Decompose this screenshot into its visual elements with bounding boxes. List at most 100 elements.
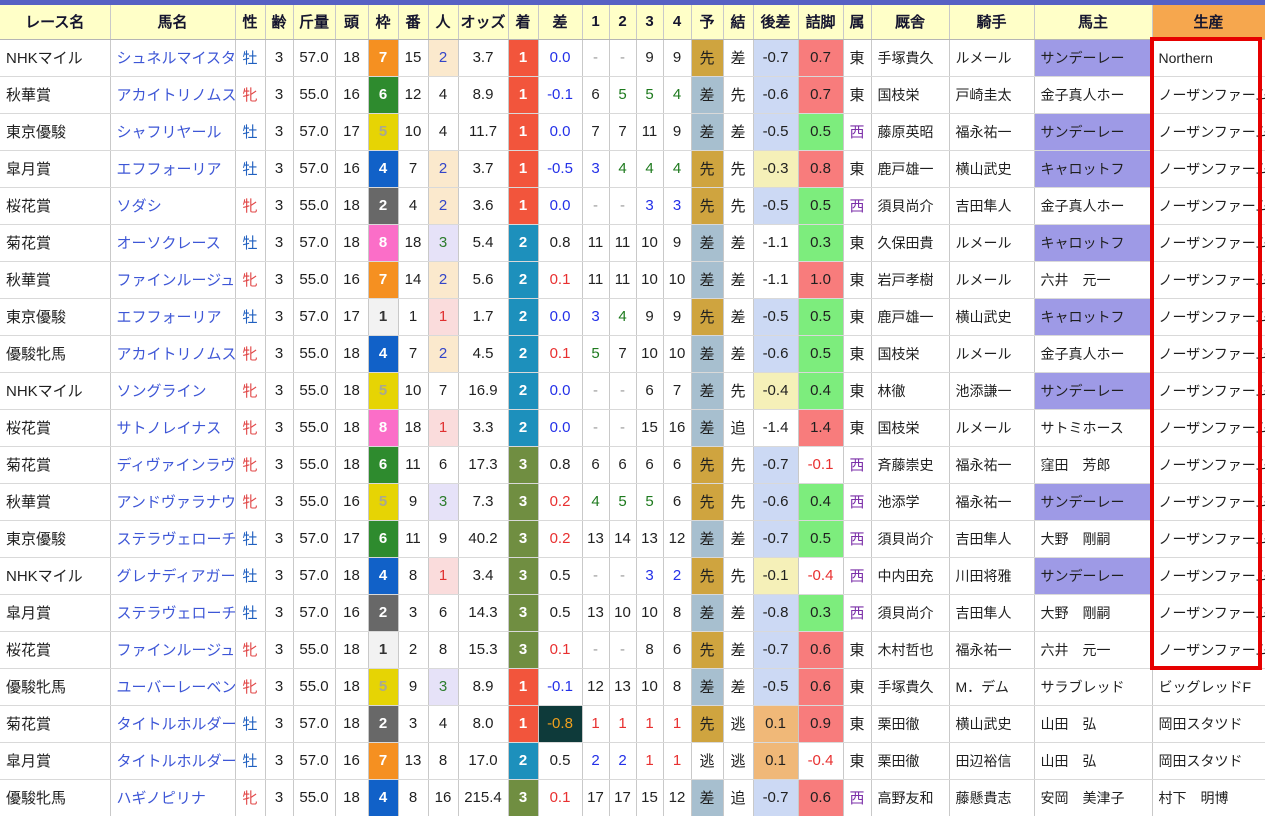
horse-link-cell[interactable]: サトノレイナス [110,409,236,447]
horse-link[interactable]: タイトルホルダー [116,716,235,733]
corner3-cell: 4 [636,150,664,188]
result-style-cell: 差 [723,594,754,632]
corner2-cell: 5 [609,76,637,114]
horse-link-cell[interactable]: グレナディアガーズ [110,557,236,595]
frame-badge: 5 [368,668,399,706]
result-style-cell: 追 [723,779,754,816]
horse-link[interactable]: ソングライン [116,383,207,400]
frame-badge: 4 [368,779,399,816]
horse-link-cell[interactable]: ソダシ [110,187,236,225]
horse-link[interactable]: ディヴァインラヴ [116,457,235,474]
sex-cell: 牡 [235,150,266,188]
horse-link-cell[interactable]: タイトルホルダー [110,742,236,780]
horse-link[interactable]: ユーバーレーベン [116,679,235,696]
weight-cell: 55.0 [293,483,336,521]
horse-link[interactable]: シャフリヤール [116,124,222,141]
breeder-cell: ノーザンファーム [1152,187,1265,225]
horse-link-cell[interactable]: ハギノピリナ [110,779,236,816]
corner1-cell: 3 [582,298,610,336]
horse-link[interactable]: アカイトリノムスメ [116,346,235,363]
horse-link-cell[interactable]: エフフォーリア [110,150,236,188]
horse-link[interactable]: ハギノピリナ [116,790,206,807]
horse-link-cell[interactable]: ファインルージュ [110,631,236,669]
horse-link-cell[interactable]: シャフリヤール [110,113,236,151]
horse-number-cell: 9 [398,668,429,706]
horse-link-cell[interactable]: ステラヴェローチェ [110,520,236,558]
horse-link[interactable]: オーソクレース [116,235,221,252]
frame-badge: 6 [368,446,399,484]
horse-link[interactable]: エフフォーリア [116,161,222,178]
horse-link[interactable]: アカイトリノムスメ [116,87,235,104]
age-cell: 3 [265,150,294,188]
horse-number-cell: 11 [398,520,429,558]
horse-link[interactable]: シュネルマイスター [116,50,235,67]
corner4-cell: 2 [663,557,692,595]
region-cell: 東 [843,742,872,780]
breeder-cell: ノーザンファーム [1152,446,1265,484]
jockey-cell: ルメール [949,39,1035,77]
corner2-cell: - [609,39,637,77]
horse-link-cell[interactable]: ソングライン [110,372,236,410]
field-size-cell: 18 [335,372,369,410]
horse-link[interactable]: アンドヴァラナウト [116,494,235,511]
breeder-cell: ノーザンファーム [1152,298,1265,336]
predicted-style-cell: 差 [691,372,724,410]
region-cell: 西 [843,520,872,558]
corner1-cell: 11 [582,224,610,262]
sex-cell: 牡 [235,520,266,558]
col-header-13: 2 [609,5,637,40]
result-style-cell: 差 [723,520,754,558]
horse-link-cell[interactable]: ステラヴェローチェ [110,594,236,632]
horse-link[interactable]: ファインルージュ [116,642,235,659]
horse-link-cell[interactable]: ユーバーレーベン [110,668,236,706]
horse-link-cell[interactable]: ファインルージュ [110,261,236,299]
age-cell: 3 [265,557,294,595]
col-header-17: 結 [723,5,754,40]
horse-link-cell[interactable]: オーソクレース [110,224,236,262]
corner1-cell: 6 [582,76,610,114]
finish-badge: 2 [508,335,539,373]
frame-badge: 2 [368,594,399,632]
corner3-cell: 10 [636,594,664,632]
horse-link[interactable]: エフフォーリア [116,309,222,326]
horse-link[interactable]: ステラヴェローチェ [116,531,235,548]
horse-link[interactable]: サトノレイナス [116,420,222,437]
corner3-cell: 13 [636,520,664,558]
horse-link-cell[interactable]: タイトルホルダー [110,705,236,743]
horse-link[interactable]: グレナディアガーズ [116,568,235,585]
field-size-cell: 16 [335,742,369,780]
sex-cell: 牡 [235,39,266,77]
corner4-cell: 12 [663,779,692,816]
horse-link-cell[interactable]: アンドヴァラナウト [110,483,236,521]
frame-badge: 5 [368,483,399,521]
race-cell: NHKマイル [0,372,111,410]
popularity-cell: 1 [428,409,459,447]
horse-link-cell[interactable]: アカイトリノムスメ [110,76,236,114]
jockey-cell: 福永祐一 [949,446,1035,484]
horse-link-cell[interactable]: アカイトリノムスメ [110,335,236,373]
late-gap-cell: -0.5 [753,298,799,336]
horse-link-cell[interactable]: エフフォーリア [110,298,236,336]
horse-link[interactable]: ソダシ [116,198,162,215]
jockey-cell: ルメール [949,409,1035,447]
weight-cell: 55.0 [293,409,336,447]
horse-link-cell[interactable]: ディヴァインラヴ [110,446,236,484]
table-row: 皐月賞 タイトルホルダー牡 3 57.0 16 7 13 8 17.0 2 0.5 2 2 1 1 逃逃 0.1… [0,742,1265,780]
popularity-cell: 7 [428,372,459,410]
late-gap-cell: 0.1 [753,705,799,743]
horse-link-cell[interactable]: シュネルマイスター [110,39,236,77]
horse-link[interactable]: ファインルージュ [116,272,235,289]
stable-cell: 栗田徹 [871,705,950,743]
field-size-cell: 18 [335,668,369,706]
age-cell: 3 [265,705,294,743]
horse-link[interactable]: ステラヴェローチェ [116,605,235,622]
table-row: 秋華賞 ファインルージュ牝 3 55.0 16 7 14 2 5.6 2 0.1 11 11 10 10 差差… [0,261,1265,299]
horse-link[interactable]: タイトルホルダー [116,753,235,770]
breeder-cell: 村下 明博 [1152,779,1265,816]
field-size-cell: 16 [335,483,369,521]
corner3-cell: 1 [636,705,664,743]
race-cell: 優駿牝馬 [0,335,111,373]
col-header-19: 詰脚 [798,5,844,40]
field-size-cell: 18 [335,187,369,225]
table-row: 優駿牝馬 ハギノピリナ牝 3 55.0 18 4 8 16 215.4 3 0.1 17 17 15 12 差… [0,779,1265,816]
